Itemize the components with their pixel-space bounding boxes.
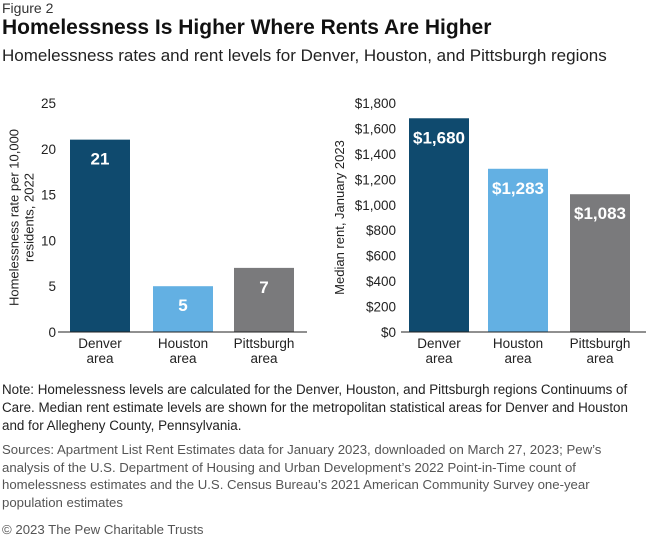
rent-ytick-label: $1,400 xyxy=(355,147,396,162)
rent-category-label: Pittsburgh xyxy=(570,336,631,351)
rate-category-label: Pittsburgh xyxy=(234,336,295,351)
rate-data-label: 21 xyxy=(91,150,110,169)
rent-bar xyxy=(570,194,630,332)
rent-data-label: $1,680 xyxy=(413,128,465,147)
rent-ytick-label: $1,600 xyxy=(355,121,396,136)
rate-ytick-label: 0 xyxy=(48,325,56,340)
rate-data-label: 7 xyxy=(259,278,268,297)
rent-category-label: area xyxy=(425,351,453,366)
rent-ytick-label: $200 xyxy=(366,300,396,315)
rent-bar xyxy=(409,118,469,332)
rent-ytick-label: $800 xyxy=(366,223,396,238)
charts-area: 0 5 10 15 20 25 Homelessness rate per 10,000 re… xyxy=(7,96,646,366)
rent-data-label: $1,283 xyxy=(492,179,544,198)
rate-category-label: area xyxy=(86,351,114,366)
rent-category-label: Denver xyxy=(417,336,461,351)
rent-ytick-label: $0 xyxy=(381,325,396,340)
rent-ytick-label: $600 xyxy=(366,249,396,264)
chart-title: Homelessness Is Higher Where Rents Are H… xyxy=(2,16,492,39)
rate-category-label: Houston xyxy=(158,336,208,351)
rent-ytick-label: $400 xyxy=(366,274,396,289)
rate-category-label: area xyxy=(250,351,278,366)
figure-label: Figure 2 xyxy=(2,0,54,16)
rate-bar xyxy=(153,286,213,332)
rent-ytick-label: $1,800 xyxy=(355,96,396,111)
rate-category-label: Denver xyxy=(78,336,122,351)
rate-ytick-label: 5 xyxy=(48,279,56,294)
rate-bar xyxy=(234,267,294,332)
rate-ytick-label: 20 xyxy=(41,142,56,157)
rate-ytick-label: 25 xyxy=(41,96,56,111)
rate-ytick-label: 15 xyxy=(41,188,56,203)
rate-bar xyxy=(70,139,130,332)
copyright-text: © 2023 The Pew Charitable Trusts xyxy=(2,522,204,537)
rent-data-label: $1,083 xyxy=(574,204,626,223)
rent-ytick-label: $1,000 xyxy=(355,198,396,213)
note-text: Note: Homelessness levels are calculated… xyxy=(2,382,628,433)
rent-ytick-label: $1,200 xyxy=(355,172,396,187)
rate-category-label: area xyxy=(169,351,197,366)
chart-subtitle: Homelessness rates and rent levels for D… xyxy=(2,46,607,65)
rate-ytick-label: 10 xyxy=(41,233,56,248)
rate-ylabel: residents, 2022 xyxy=(22,173,37,262)
rate-data-label: 5 xyxy=(178,296,187,315)
sources-text: Sources: Apartment List Rent Estimates d… xyxy=(2,442,602,510)
rent-category-label: area xyxy=(504,351,532,366)
rate-ylabel: Homelessness rate per 10,000 xyxy=(7,129,22,306)
rent-category-label: area xyxy=(586,351,614,366)
rent-category-label: Houston xyxy=(493,336,543,351)
rent-bar xyxy=(488,168,548,332)
rent-ylabel: Median rent, January 2023 xyxy=(332,140,347,295)
